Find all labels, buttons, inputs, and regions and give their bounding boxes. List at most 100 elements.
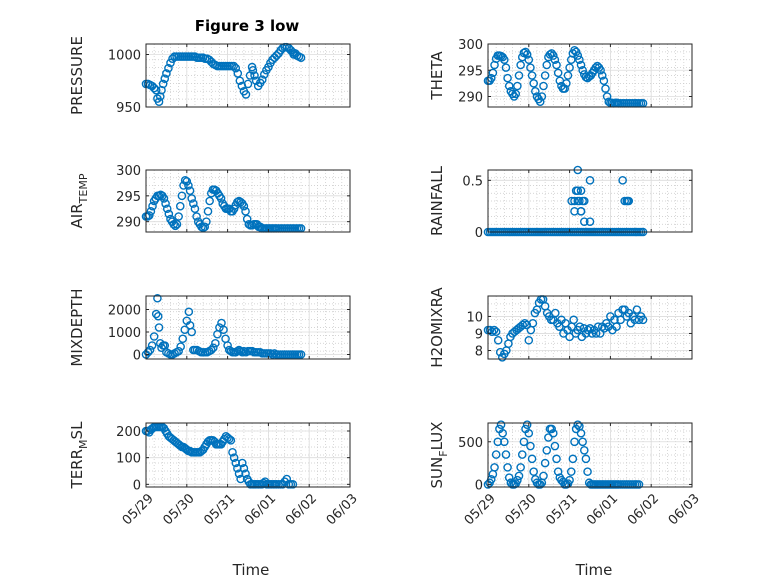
data-point [526, 441, 535, 451]
y-axis-label-main: TERR [68, 449, 86, 490]
y-tick-label: 0.5 [462, 174, 483, 189]
data-point [257, 75, 267, 84]
data-point [154, 323, 164, 332]
data-point [579, 217, 589, 226]
y-axis-label: PRESSURE [68, 36, 86, 115]
data-point [570, 437, 579, 447]
data-point [491, 327, 501, 337]
data-point [568, 454, 578, 464]
data-point [539, 471, 548, 481]
data-point [504, 81, 514, 91]
data-point [576, 186, 586, 195]
axes-box [145, 169, 351, 233]
data-point [550, 55, 560, 65]
data-point [579, 446, 589, 455]
data-point [553, 68, 563, 78]
data-point [176, 342, 185, 351]
data-point [565, 63, 574, 72]
data-point [174, 212, 183, 221]
data-point [237, 347, 247, 357]
data-point [296, 350, 306, 359]
y-axis-label-subscript: F [437, 450, 450, 456]
data-point [551, 308, 560, 318]
data-point [226, 436, 236, 445]
data-point [529, 79, 538, 88]
axes-box [487, 169, 693, 233]
data-point [500, 55, 509, 65]
data-point [153, 293, 162, 303]
data-point [522, 320, 532, 330]
data-point [146, 207, 156, 216]
series-points [483, 46, 648, 108]
y-axis-label-main: MIXDEPTH [68, 288, 86, 366]
y-tick-label: 10 [466, 310, 483, 325]
figure-title: Figure 3 low [195, 17, 300, 35]
data-point [540, 458, 550, 468]
data-point [578, 65, 587, 75]
data-point [560, 84, 570, 93]
data-point [174, 346, 183, 356]
data-point [488, 68, 498, 78]
data-point [162, 69, 171, 78]
data-point [618, 176, 627, 185]
data-point [149, 332, 159, 341]
data-point [578, 437, 587, 447]
y-tick-label: 290 [116, 216, 141, 231]
data-point [585, 176, 595, 185]
data-point [573, 186, 583, 195]
y-axis-label-subscript: TEMP [77, 173, 90, 204]
y-tick-label: 200 [116, 425, 141, 440]
data-point [202, 217, 211, 226]
data-point [182, 177, 192, 186]
data-point [490, 463, 499, 472]
y-axis-label-main: SUN [428, 457, 446, 489]
data-point [171, 221, 180, 231]
data-point [599, 76, 609, 86]
data-point [547, 424, 556, 434]
y-tick-label: 295 [116, 190, 141, 205]
data-point [282, 474, 292, 484]
y-tick-label: 0 [475, 226, 483, 241]
y-axis-label-subscript: M [77, 439, 90, 449]
data-point [216, 194, 226, 203]
data-point [503, 73, 512, 83]
y-tick-label: 300 [116, 164, 141, 179]
data-point [500, 437, 509, 447]
data-point [526, 63, 535, 72]
axes-box [145, 422, 351, 488]
data-point [519, 437, 529, 447]
data-point [296, 53, 306, 62]
data-point [235, 76, 245, 86]
data-point [579, 324, 589, 333]
y-tick-label: 0 [475, 478, 483, 493]
data-point [166, 58, 175, 68]
data-point [596, 65, 605, 75]
subplot-rainfall: 0 0.5 RAINFALL [428, 165, 693, 241]
y-tick-label: 100 [116, 452, 141, 467]
data-point [154, 97, 164, 107]
data-point [548, 428, 558, 438]
axes-box [145, 43, 351, 108]
data-point [527, 71, 537, 80]
data-point [524, 55, 534, 65]
data-point [573, 420, 583, 430]
data-point [209, 343, 218, 353]
data-point [228, 448, 237, 457]
data-point [237, 458, 247, 468]
data-point [489, 325, 499, 335]
data-point [583, 467, 592, 476]
data-point [159, 194, 169, 203]
series-points [483, 295, 648, 362]
data-point [177, 191, 187, 201]
data-point [581, 454, 591, 464]
data-point [511, 89, 521, 99]
subplot-air-temp: 290 295 300 AIRTEMP [68, 164, 351, 233]
data-point [178, 334, 188, 344]
data-point [517, 450, 527, 459]
data-point [272, 51, 281, 60]
y-tick-label: 9 [475, 327, 483, 342]
data-point [565, 475, 574, 485]
y-axis-label: MIXDEPTH [68, 288, 86, 366]
